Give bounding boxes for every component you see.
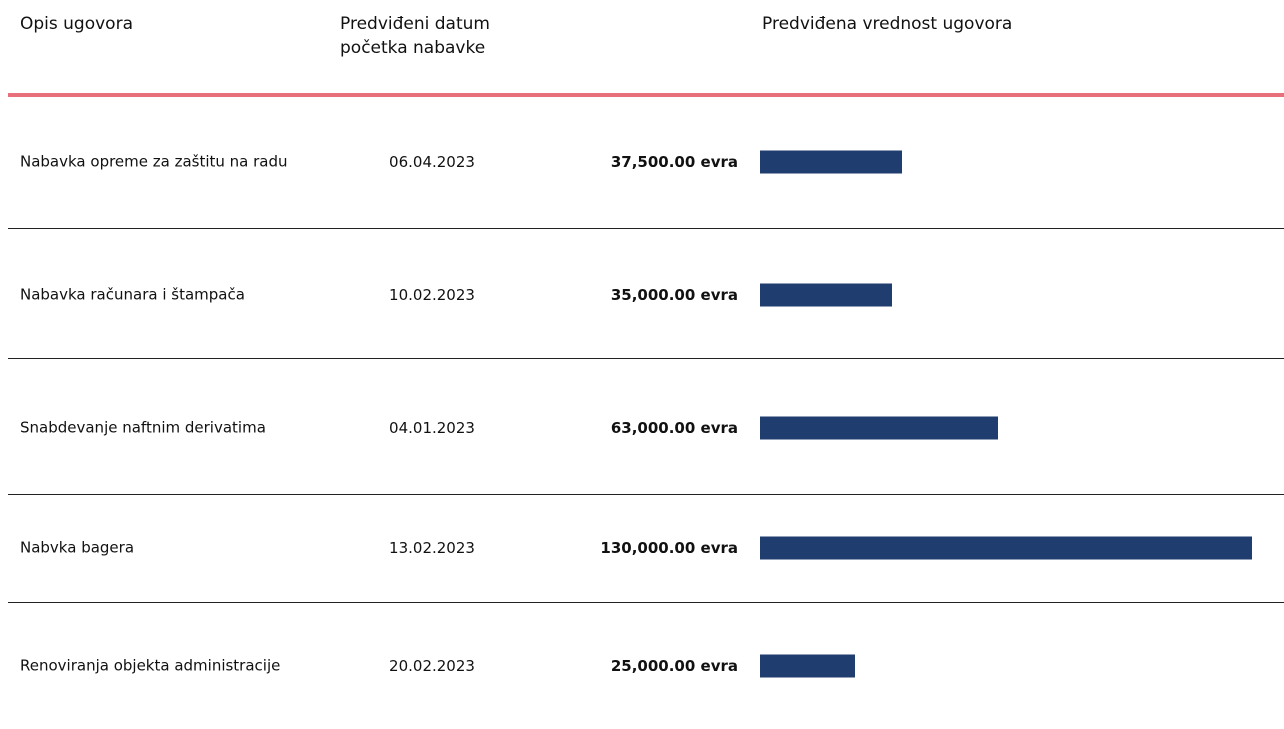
value-label: 130,000.00 evra xyxy=(600,539,738,557)
bar xyxy=(760,416,999,440)
date: 04.01.2023 xyxy=(389,419,475,437)
bar xyxy=(760,536,1252,560)
value-label: 63,000.00 evra xyxy=(610,419,738,437)
column-header: Predviđeni datum početka nabavke xyxy=(340,14,490,58)
column-header: Opis ugovora xyxy=(20,14,133,34)
description: Snabdevanje naftnim derivatima xyxy=(20,418,266,437)
header-rule xyxy=(8,93,1284,97)
bar xyxy=(760,150,902,174)
row-separator xyxy=(8,494,1284,495)
description: Nabavka opreme za zaštitu na radu xyxy=(20,152,288,171)
value-label: 35,000.00 evra xyxy=(610,286,738,304)
row-separator xyxy=(8,228,1284,229)
description: Nabvka bagera xyxy=(20,538,135,557)
date: 13.02.2023 xyxy=(389,539,475,557)
date: 06.04.2023 xyxy=(389,153,475,171)
bar xyxy=(760,654,855,678)
row-separator xyxy=(8,358,1284,359)
description: Renoviranja objekta administracije xyxy=(20,656,281,675)
description: Nabavka računara i štampača xyxy=(20,285,245,304)
column-header: Predviđena vrednost ugovora xyxy=(762,14,1013,34)
bar xyxy=(760,283,893,307)
date: 20.02.2023 xyxy=(389,657,475,675)
date: 10.02.2023 xyxy=(389,286,475,304)
row-separator xyxy=(8,602,1284,603)
value-label: 25,000.00 evra xyxy=(610,657,738,675)
value-label: 37,500.00 evra xyxy=(610,153,738,171)
